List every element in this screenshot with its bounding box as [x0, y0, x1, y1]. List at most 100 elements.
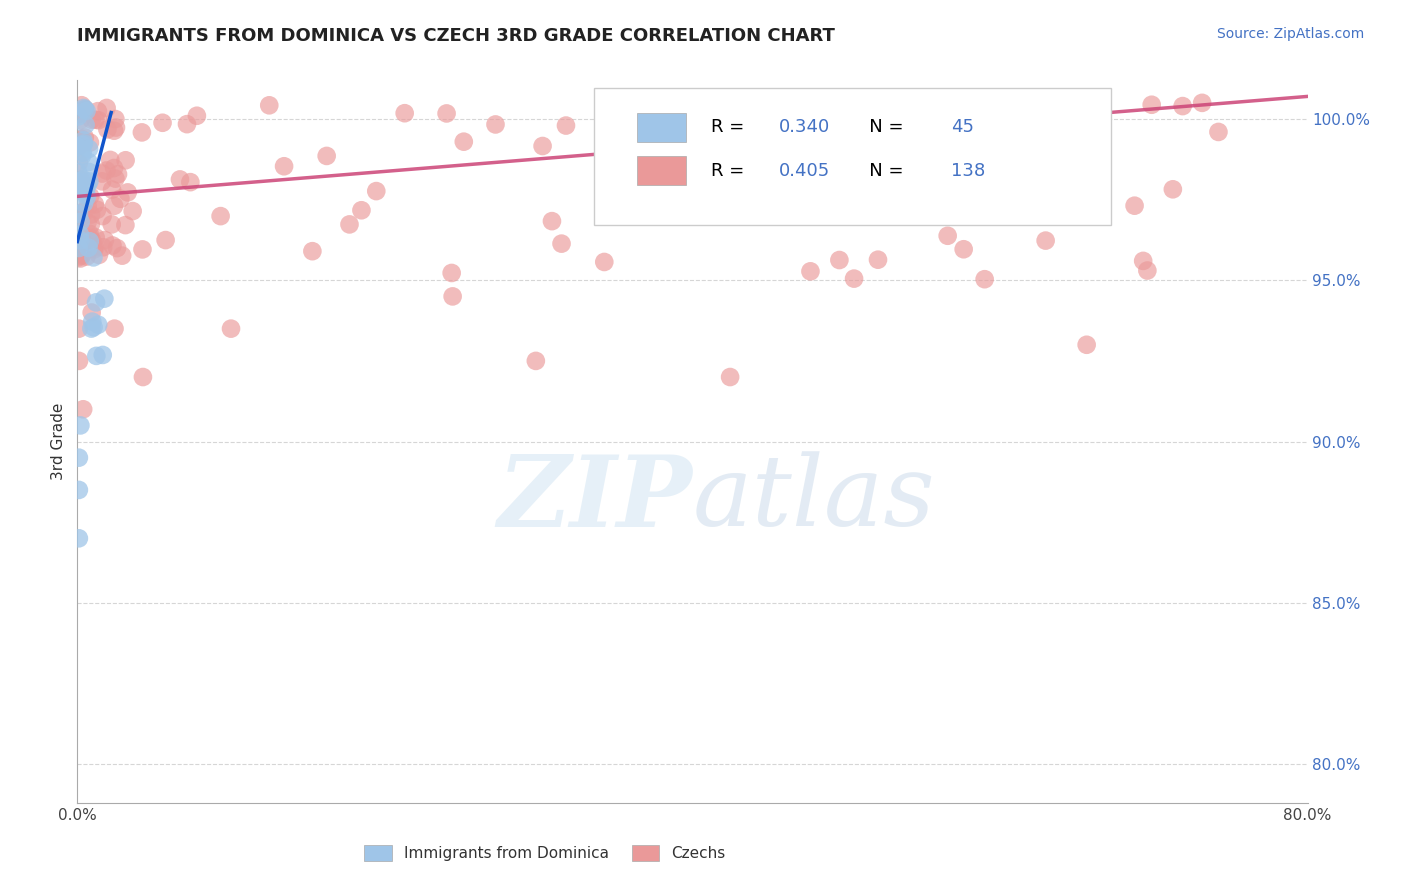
- Point: [76, 190, 98, 204]
- Point: [104, 112, 127, 126]
- Point: [114, 218, 136, 232]
- Point: [69, 252, 91, 266]
- Point: [83, 240, 105, 254]
- Point: [849, 103, 872, 117]
- Point: [79, 231, 101, 245]
- Point: [101, 238, 124, 252]
- Point: [67, 450, 90, 465]
- Point: [628, 175, 651, 189]
- Point: [84, 112, 107, 127]
- Point: [67, 242, 90, 256]
- Point: [96, 101, 118, 115]
- Point: [1025, 136, 1047, 150]
- Point: [98, 153, 121, 167]
- Point: [828, 253, 851, 268]
- Point: [67, 110, 90, 124]
- Point: [93, 292, 115, 306]
- Point: [67, 250, 90, 264]
- Point: [179, 175, 201, 189]
- Point: [86, 202, 108, 217]
- Point: [82, 234, 104, 248]
- Point: [96, 122, 118, 136]
- Point: [531, 139, 554, 153]
- Point: [683, 125, 706, 139]
- Point: [87, 113, 110, 128]
- Point: [76, 199, 98, 213]
- Point: [70, 172, 93, 186]
- Point: [524, 354, 547, 368]
- Point: [121, 204, 143, 219]
- Point: [67, 139, 90, 153]
- Point: [67, 241, 90, 255]
- Text: N =: N =: [852, 161, 910, 179]
- Point: [84, 295, 107, 310]
- Point: [94, 233, 117, 247]
- Point: [70, 289, 93, 303]
- Point: [593, 255, 616, 269]
- Point: [75, 118, 97, 132]
- Point: [70, 131, 93, 145]
- Point: [637, 186, 659, 200]
- Point: [793, 150, 815, 164]
- Point: [219, 321, 242, 335]
- Point: [87, 248, 110, 262]
- Point: [67, 354, 90, 368]
- Point: [73, 204, 96, 219]
- Point: [104, 120, 127, 135]
- Point: [72, 172, 94, 186]
- Point: [77, 165, 100, 179]
- Point: [73, 136, 96, 151]
- Point: [87, 104, 110, 119]
- Point: [176, 117, 198, 131]
- Point: [70, 98, 93, 112]
- Point: [117, 186, 139, 200]
- Point: [75, 187, 97, 202]
- Point: [87, 318, 110, 332]
- Point: [101, 183, 124, 197]
- Point: [952, 242, 974, 256]
- Point: [91, 167, 114, 181]
- Point: [441, 289, 464, 303]
- Point: [72, 181, 94, 195]
- Point: [70, 135, 93, 149]
- Point: [785, 147, 807, 161]
- Point: [73, 101, 96, 115]
- Point: [936, 228, 959, 243]
- Point: [114, 153, 136, 168]
- Point: [79, 227, 101, 241]
- Point: [842, 271, 865, 285]
- Text: 138: 138: [950, 161, 986, 179]
- Text: 0.340: 0.340: [779, 119, 830, 136]
- Point: [453, 135, 475, 149]
- Point: [169, 172, 191, 186]
- Point: [69, 112, 91, 127]
- Point: [868, 111, 890, 125]
- Bar: [637, 112, 686, 142]
- Point: [973, 272, 995, 286]
- Text: 0.405: 0.405: [779, 161, 830, 179]
- Point: [82, 251, 104, 265]
- Point: [131, 243, 153, 257]
- Point: [704, 182, 727, 196]
- Point: [70, 231, 93, 245]
- Point: [75, 179, 97, 194]
- Point: [79, 189, 101, 203]
- Point: [67, 483, 90, 497]
- Point: [73, 103, 96, 117]
- Point: [86, 349, 108, 363]
- Point: [301, 244, 323, 259]
- Point: [67, 531, 90, 545]
- Point: [132, 370, 155, 384]
- Point: [103, 321, 125, 335]
- Point: [80, 218, 103, 232]
- Point: [77, 241, 100, 255]
- Point: [73, 196, 96, 211]
- Point: [79, 235, 101, 249]
- Point: [1140, 97, 1163, 112]
- Point: [103, 199, 125, 213]
- Point: [79, 174, 101, 188]
- Point: [67, 235, 90, 250]
- Point: [80, 112, 103, 127]
- Point: [76, 179, 98, 194]
- Point: [782, 105, 804, 120]
